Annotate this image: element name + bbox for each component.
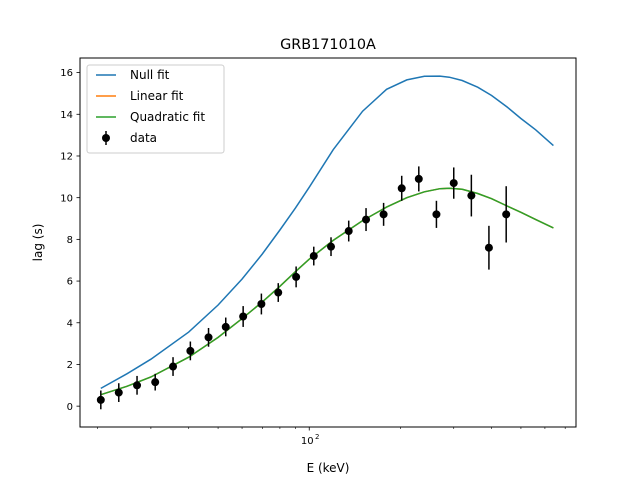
- data-point: [397, 184, 406, 193]
- data-point: [467, 191, 476, 200]
- series-line-quadratic-fit: [100, 187, 554, 396]
- data-point: [257, 300, 266, 308]
- data-point: [502, 210, 511, 219]
- legend-label-linear-fit: Linear fit: [130, 89, 184, 103]
- y-tick-label: 6: [67, 277, 73, 288]
- plot-frame: [79, 57, 577, 428]
- data-point: [379, 210, 388, 219]
- legend-label-quadratic-fit: Quadratic fit: [130, 110, 205, 124]
- data-point: [432, 210, 441, 219]
- y-axis-label: lag (s): [31, 224, 45, 262]
- legend-label-data: data: [130, 131, 157, 145]
- data-point: [292, 272, 301, 281]
- legend: Null fit Linear fit Quadratic fit data: [86, 64, 225, 154]
- x-axis: 10 2: [97, 427, 566, 447]
- x-tick-label: 10: [301, 436, 314, 447]
- x-tick-label-exponent: 2: [315, 433, 319, 441]
- data-point: [169, 362, 178, 371]
- legend-box: [86, 64, 225, 154]
- y-tick-label: 14: [60, 110, 73, 121]
- data-point: [362, 215, 371, 224]
- data-point: [204, 333, 213, 342]
- data-point: [239, 312, 248, 321]
- data-point: [114, 388, 123, 397]
- data-point: [96, 395, 105, 404]
- data-point: [133, 381, 142, 390]
- series-line-null-fit: [100, 75, 554, 390]
- chart-title: GRB171010A: [280, 37, 376, 53]
- y-tick-label: 16: [60, 68, 73, 79]
- data-point: [414, 174, 423, 183]
- legend-marker-data: [102, 134, 110, 142]
- series-line-linear-fit: [100, 187, 554, 396]
- data-point: [186, 346, 195, 355]
- data-point: [449, 179, 458, 188]
- y-tick-label: 0: [67, 402, 73, 413]
- data-point: [274, 288, 283, 297]
- y-tick-label: 8: [67, 235, 73, 246]
- data-point: [327, 242, 336, 251]
- data-point: [344, 227, 353, 236]
- y-tick-label: 2: [67, 360, 73, 371]
- data-point: [221, 322, 230, 331]
- data-point: [151, 378, 160, 387]
- y-tick-label: 12: [60, 152, 73, 163]
- x-axis-label: E (keV): [307, 461, 350, 475]
- data-point: [484, 243, 493, 252]
- y-tick-label: 4: [67, 318, 73, 329]
- plot-area: [96, 75, 554, 410]
- legend-label-null-fit: Null fit: [130, 68, 170, 82]
- y-axis: 0 2 4 6 8 10 12 14 16: [60, 68, 80, 413]
- data-point: [309, 252, 318, 261]
- y-tick-label: 10: [60, 193, 73, 204]
